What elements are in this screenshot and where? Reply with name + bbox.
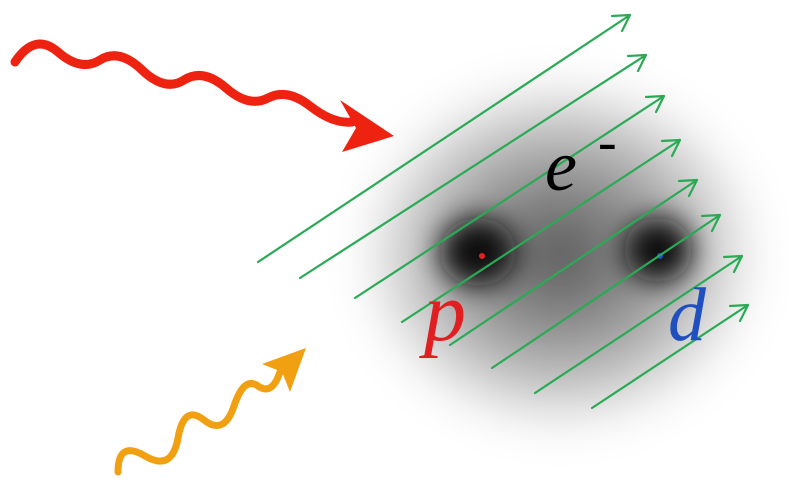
- electron-label: e: [545, 126, 577, 206]
- electron-cloud: [345, 65, 775, 445]
- orange-photon: [118, 372, 280, 472]
- proton-label: p: [419, 266, 466, 359]
- page: e - p d (() => { const data = JSON.parse…: [0, 0, 789, 491]
- red-photon: [15, 44, 352, 122]
- deuteron-label: d: [668, 273, 707, 357]
- diagram: e - p d: [0, 0, 789, 491]
- electron-charge: -: [598, 111, 617, 173]
- proton-dot: [479, 253, 485, 259]
